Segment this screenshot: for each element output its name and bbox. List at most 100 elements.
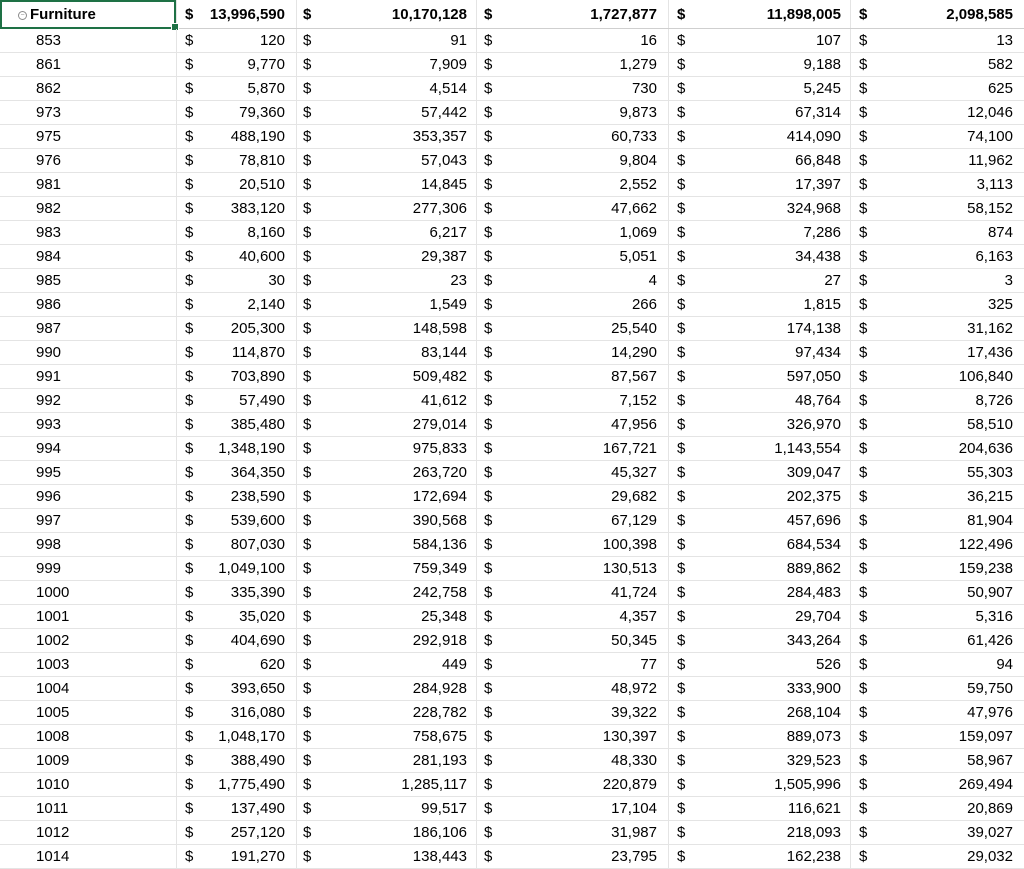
row-label[interactable]: 990 bbox=[0, 341, 176, 364]
value-cell[interactable]: 1,143,554 bbox=[774, 440, 841, 457]
value-cell[interactable]: 8,160 bbox=[247, 224, 285, 241]
value-cell[interactable]: 25,540 bbox=[611, 320, 657, 337]
value-cell[interactable]: 5,051 bbox=[619, 248, 657, 265]
value-cell[interactable]: 114,870 bbox=[231, 344, 285, 361]
value-cell[interactable]: 1,815 bbox=[803, 296, 841, 313]
value-cell[interactable]: 159,097 bbox=[958, 728, 1013, 745]
value-cell[interactable]: 2,140 bbox=[247, 296, 285, 313]
row-label[interactable]: 983 bbox=[0, 221, 176, 244]
value-cell[interactable]: 12,046 bbox=[967, 104, 1013, 121]
value-cell[interactable]: 13,996,590 bbox=[209, 6, 285, 23]
value-cell[interactable]: 9,873 bbox=[619, 104, 657, 121]
value-cell[interactable]: 684,534 bbox=[786, 536, 841, 553]
value-cell[interactable]: 204,636 bbox=[958, 440, 1013, 457]
row-label[interactable]: 987 bbox=[0, 317, 176, 340]
value-cell[interactable]: 390,568 bbox=[412, 512, 467, 529]
value-cell[interactable]: 449 bbox=[441, 656, 467, 673]
value-cell[interactable]: 47,662 bbox=[611, 200, 657, 217]
value-cell[interactable]: 730 bbox=[631, 80, 657, 97]
value-cell[interactable]: 326,970 bbox=[786, 416, 841, 433]
value-cell[interactable]: 597,050 bbox=[786, 368, 841, 385]
value-cell[interactable]: 385,480 bbox=[230, 416, 285, 433]
value-cell[interactable]: 414,090 bbox=[786, 128, 841, 145]
value-cell[interactable]: 41,724 bbox=[611, 584, 657, 601]
value-cell[interactable]: 11,898,005 bbox=[766, 6, 841, 23]
value-cell[interactable]: 10,170,128 bbox=[391, 6, 467, 23]
value-cell[interactable]: 94 bbox=[996, 656, 1013, 673]
value-cell[interactable]: 807,030 bbox=[230, 536, 285, 553]
value-cell[interactable]: 41,612 bbox=[421, 392, 467, 409]
value-cell[interactable]: 130,513 bbox=[602, 560, 657, 577]
row-label[interactable]: 1002 bbox=[0, 629, 176, 652]
value-cell[interactable]: 74,100 bbox=[967, 128, 1013, 145]
row-label[interactable]: 1001 bbox=[0, 605, 176, 628]
value-cell[interactable]: 383,120 bbox=[230, 200, 285, 217]
row-label[interactable]: 1003 bbox=[0, 653, 176, 676]
value-cell[interactable]: 137,490 bbox=[230, 800, 285, 817]
row-label[interactable]: 999 bbox=[0, 557, 176, 580]
value-cell[interactable]: 584,136 bbox=[412, 536, 467, 553]
value-cell[interactable]: 87,567 bbox=[611, 368, 657, 385]
value-cell[interactable]: 57,442 bbox=[421, 104, 467, 121]
value-cell[interactable]: 268,104 bbox=[786, 704, 841, 721]
value-cell[interactable]: 228,782 bbox=[412, 704, 467, 721]
value-cell[interactable]: 78,810 bbox=[239, 152, 285, 169]
value-cell[interactable]: 582 bbox=[987, 56, 1013, 73]
value-cell[interactable]: 309,047 bbox=[786, 464, 841, 481]
value-cell[interactable]: 58,510 bbox=[967, 416, 1013, 433]
row-label[interactable]: 1010 bbox=[0, 773, 176, 796]
value-cell[interactable]: 13 bbox=[996, 32, 1013, 49]
row-label[interactable]: 993 bbox=[0, 413, 176, 436]
value-cell[interactable]: 364,350 bbox=[230, 464, 285, 481]
value-cell[interactable]: 50,345 bbox=[611, 632, 657, 649]
value-cell[interactable]: 59,750 bbox=[967, 680, 1013, 697]
value-cell[interactable]: 57,490 bbox=[239, 392, 285, 409]
value-cell[interactable]: 292,918 bbox=[412, 632, 467, 649]
value-cell[interactable]: 1,505,996 bbox=[774, 776, 841, 793]
row-label[interactable]: 976 bbox=[0, 149, 176, 172]
value-cell[interactable]: 23,795 bbox=[611, 848, 657, 865]
value-cell[interactable]: 6,163 bbox=[975, 248, 1013, 265]
value-cell[interactable]: 14,845 bbox=[421, 176, 467, 193]
value-cell[interactable]: 60,733 bbox=[611, 128, 657, 145]
value-cell[interactable]: 97,434 bbox=[795, 344, 841, 361]
value-cell[interactable]: 4,357 bbox=[619, 608, 657, 625]
value-cell[interactable]: 1,775,490 bbox=[218, 776, 285, 793]
value-cell[interactable]: 889,862 bbox=[786, 560, 841, 577]
value-cell[interactable]: 47,976 bbox=[967, 704, 1013, 721]
value-cell[interactable]: 67,314 bbox=[795, 104, 841, 121]
value-cell[interactable]: 120 bbox=[259, 32, 285, 49]
value-cell[interactable]: 7,286 bbox=[803, 224, 841, 241]
row-label[interactable]: 984 bbox=[0, 245, 176, 268]
value-cell[interactable]: 162,238 bbox=[786, 848, 841, 865]
value-cell[interactable]: 220,879 bbox=[602, 776, 657, 793]
value-cell[interactable]: 40,600 bbox=[239, 248, 285, 265]
value-cell[interactable]: 9,770 bbox=[247, 56, 285, 73]
value-cell[interactable]: 2,552 bbox=[619, 176, 657, 193]
value-cell[interactable]: 5,245 bbox=[803, 80, 841, 97]
value-cell[interactable]: 39,027 bbox=[967, 824, 1013, 841]
value-cell[interactable]: 281,193 bbox=[412, 752, 467, 769]
value-cell[interactable]: 1,549 bbox=[429, 296, 467, 313]
value-cell[interactable]: 393,650 bbox=[230, 680, 285, 697]
value-cell[interactable]: 625 bbox=[987, 80, 1013, 97]
value-cell[interactable]: 99,517 bbox=[421, 800, 467, 817]
row-label[interactable]: 997 bbox=[0, 509, 176, 532]
value-cell[interactable]: 159,238 bbox=[958, 560, 1013, 577]
value-cell[interactable]: 17,397 bbox=[795, 176, 841, 193]
value-cell[interactable]: 27 bbox=[824, 272, 841, 289]
value-cell[interactable]: 404,690 bbox=[230, 632, 285, 649]
value-cell[interactable]: 325 bbox=[987, 296, 1013, 313]
value-cell[interactable]: 58,967 bbox=[967, 752, 1013, 769]
row-label[interactable]: 1008 bbox=[0, 725, 176, 748]
value-cell[interactable]: 975,833 bbox=[412, 440, 467, 457]
value-cell[interactable]: 122,496 bbox=[958, 536, 1013, 553]
value-cell[interactable]: 8,726 bbox=[975, 392, 1013, 409]
value-cell[interactable]: 11,962 bbox=[968, 152, 1013, 169]
value-cell[interactable]: 55,303 bbox=[967, 464, 1013, 481]
row-label[interactable]: 1000 bbox=[0, 581, 176, 604]
value-cell[interactable]: 388,490 bbox=[230, 752, 285, 769]
value-cell[interactable]: 45,327 bbox=[611, 464, 657, 481]
value-cell[interactable]: 106,840 bbox=[958, 368, 1013, 385]
value-cell[interactable]: 1,069 bbox=[619, 224, 657, 241]
